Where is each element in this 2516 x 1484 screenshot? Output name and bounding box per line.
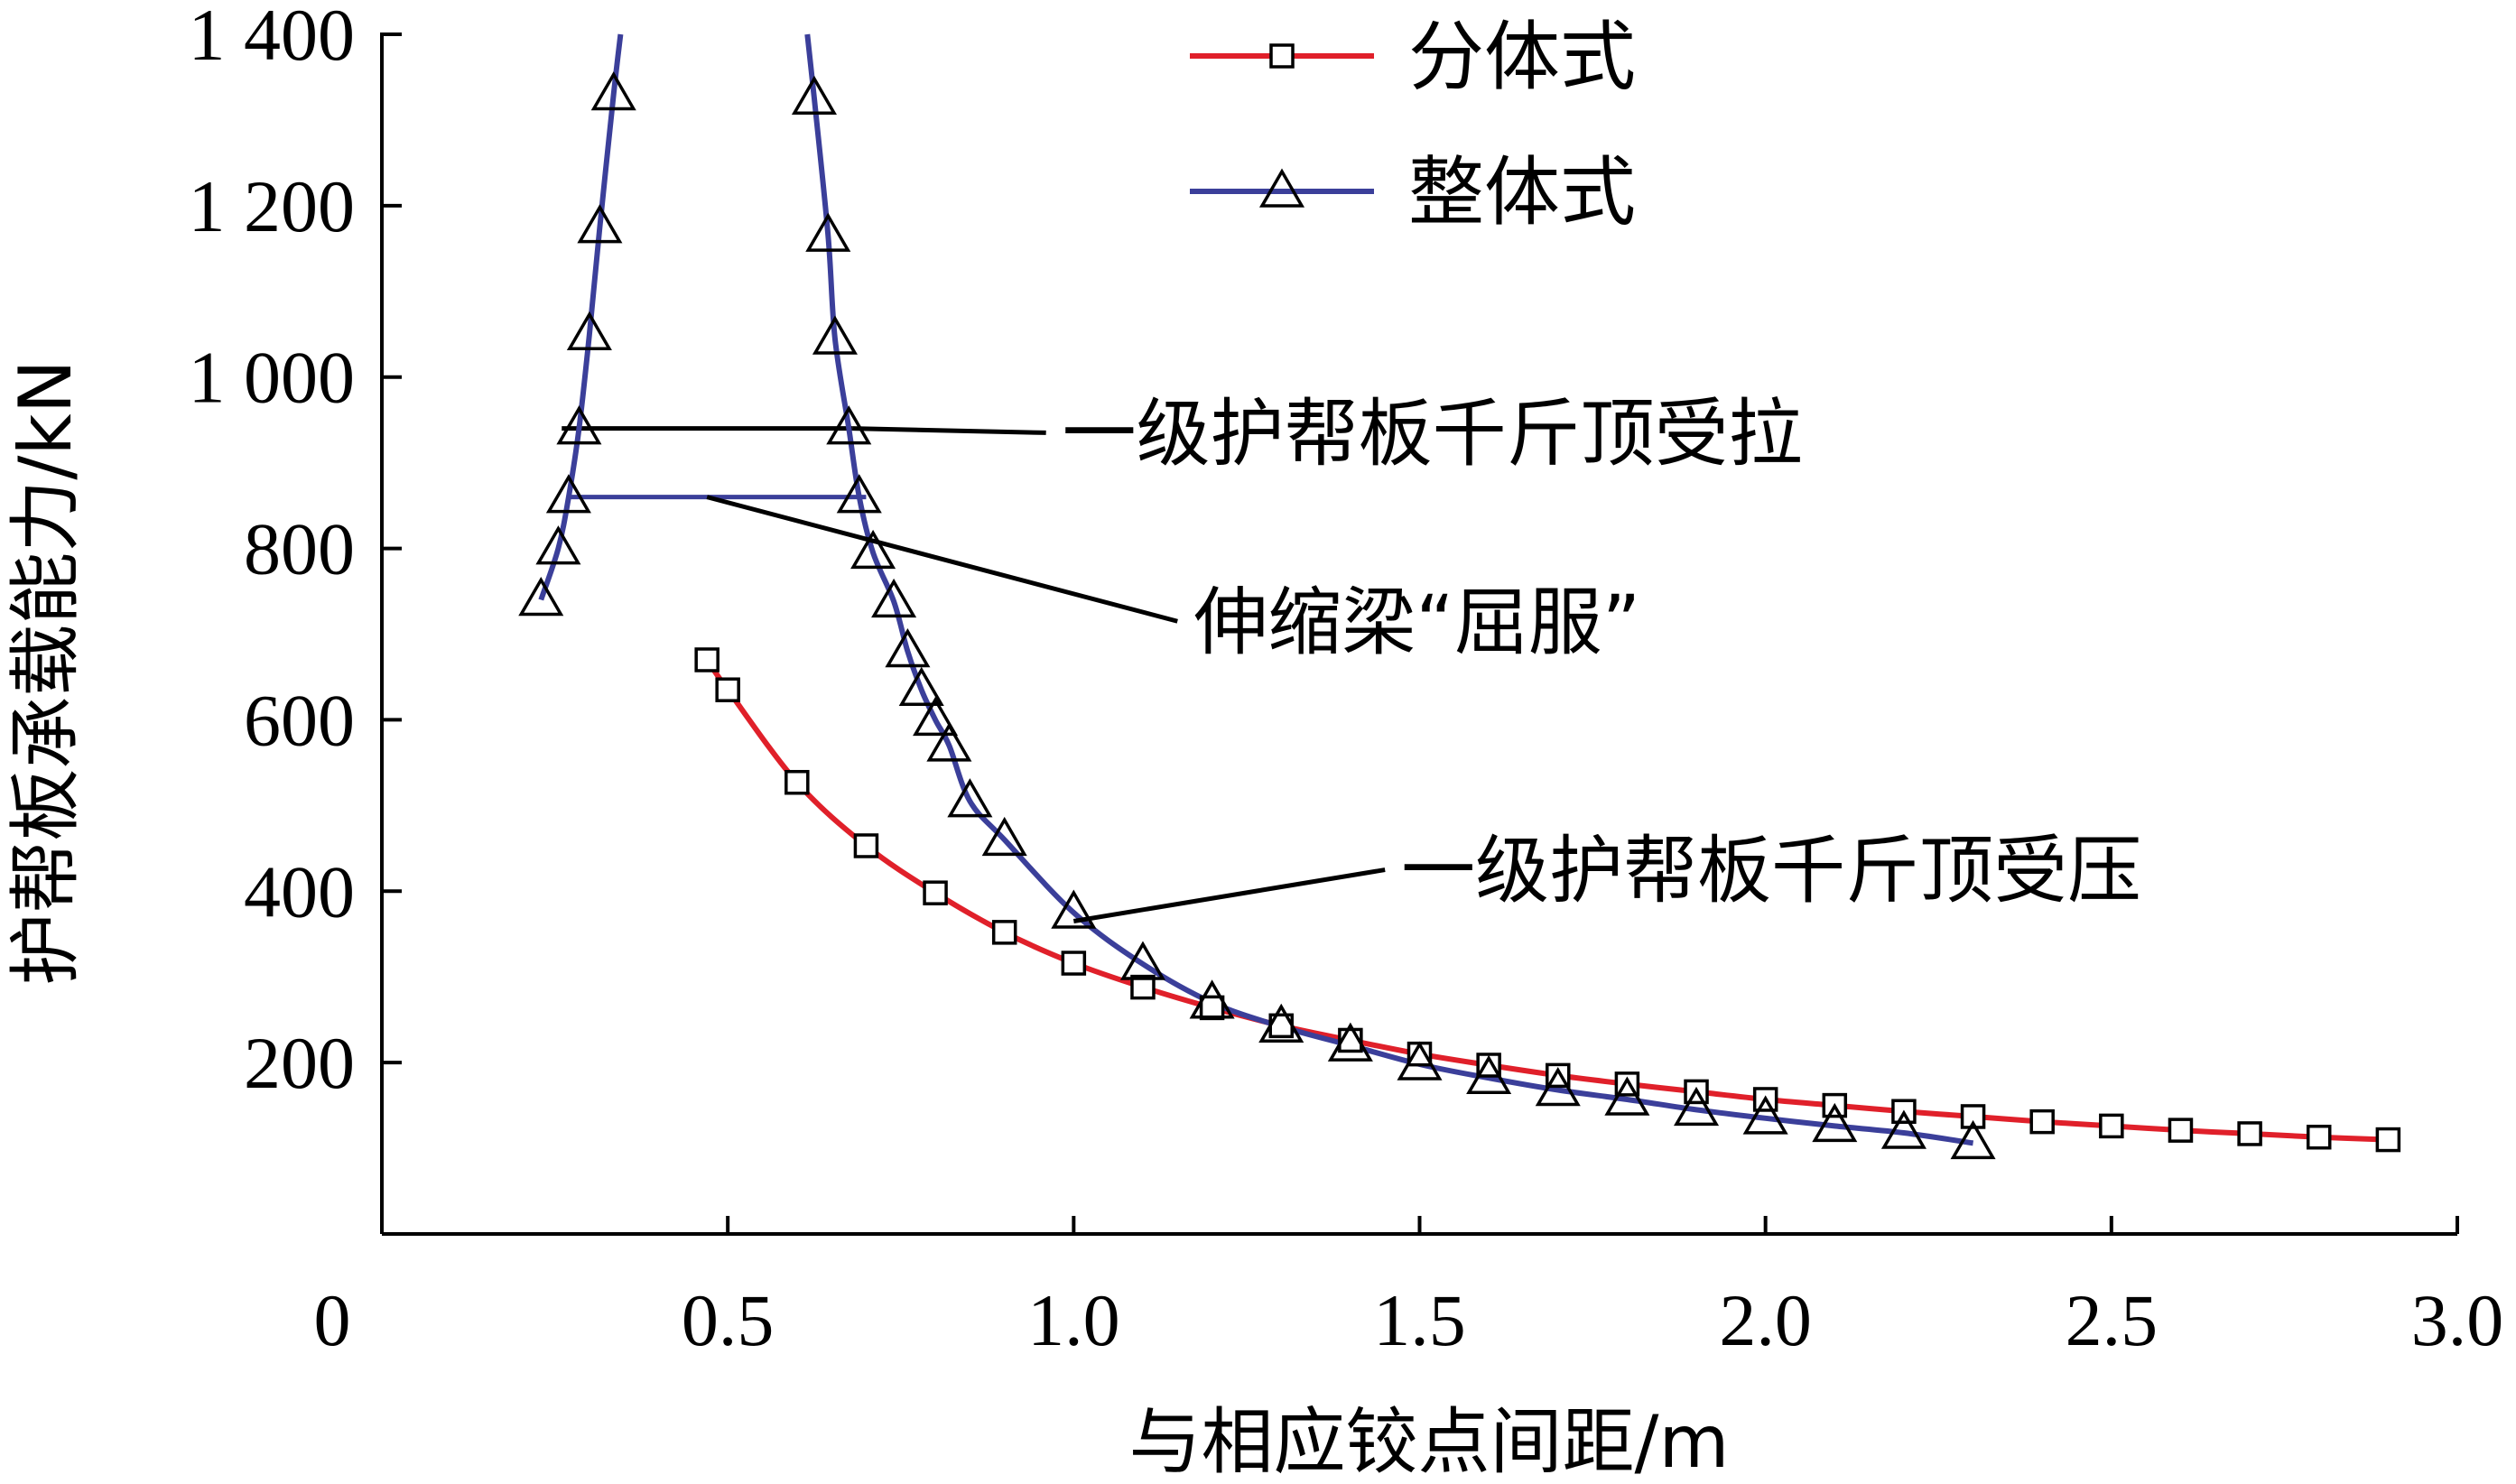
y-tick-label: 200 [244,1022,355,1104]
marker-triangle [1119,941,1166,980]
marker-triangle [545,474,591,514]
annotation-label: 一级护帮板千斤顶受拉 [1063,391,1803,477]
marker-square [715,677,740,702]
marker-square [853,833,879,858]
marker-triangle [898,666,944,706]
series-line-zhengti-branch-1 [538,33,624,601]
x-tick-label: 1.5 [1373,1279,1466,1361]
marker-triangle [947,778,993,818]
x-tick-label: 3.0 [2411,1279,2504,1361]
marker-triangle [577,204,623,244]
marker-square [2237,1121,2262,1146]
marker-triangle [1189,979,1235,1019]
legend-label: 分体式 [1408,13,1636,101]
y-tick-label: 400 [244,850,355,932]
marker-triangle [1327,1022,1373,1062]
marker-triangle [1812,1102,1858,1143]
marker-square [785,769,810,795]
marker-triangle [566,311,612,350]
marker-triangle [836,474,882,514]
marker-triangle [1950,1119,1996,1160]
marker-square [2306,1124,2332,1150]
x-tick-label: 2.5 [2066,1279,2159,1361]
y-tick-label: 600 [244,679,355,761]
marker-triangle [1258,1003,1304,1043]
axes: 0 0.5 1.0 1.5 2.0 2.5 3.0 200 400 600 800 1 000 1 20… [189,0,2504,1361]
y-axis-title: 护帮板承载能力/kN [4,359,88,985]
marker-triangle [981,816,1027,857]
marker-square [1891,1099,1917,1125]
marker-square [2099,1113,2124,1139]
y-tick-label: 1 200 [189,165,356,247]
marker-triangle [913,696,959,737]
marker-triangle [1880,1109,1926,1149]
marker-triangle [1535,1067,1581,1107]
annotation-leader [1072,867,1386,923]
series-line-zhengti-branch-2 [804,33,1974,1146]
marker-triangle [1604,1076,1650,1116]
marker-triangle [535,525,581,565]
marker-triangle [590,70,636,111]
legend-marker-square [1269,43,1295,69]
marker-triangle [791,75,837,115]
annotation-label: 伸缩梁“屈服” [1193,580,1640,665]
marker-square [1061,951,1087,976]
marker-square [2375,1127,2401,1153]
marker-triangle [1673,1086,1720,1127]
y-tick-label: 1 000 [189,337,356,419]
marker-square [991,920,1017,945]
annotation-label: 一级护帮板千斤顶受压 [1401,829,2141,914]
legend-label: 整体式 [1408,148,1636,237]
x-tick-label: 1.0 [1027,1279,1120,1361]
marker-triangle [826,405,872,445]
marker-triangle [1466,1054,1512,1094]
marker-square [2029,1108,2055,1135]
marker-triangle [1742,1095,1788,1135]
marker-triangle [850,529,896,570]
marker-triangle [812,315,858,355]
marker-triangle [1397,1041,1443,1081]
x-tick-label: 0.5 [682,1279,775,1361]
marker-square [923,880,948,905]
marker-square [1199,995,1225,1021]
horizontal-segments [562,426,867,500]
marker-square [2168,1118,2194,1143]
x-tick-label: 0 [314,1279,351,1361]
x-tick-label: 2.0 [1719,1279,1812,1361]
y-tick-label: 800 [244,508,355,590]
marker-triangle [871,578,917,618]
marker-triangle [556,405,602,445]
legend-marker-triangle [1258,168,1305,208]
series-markers [518,70,2401,1160]
marker-triangle [518,577,564,617]
annotation-leader [852,426,1046,435]
marker-triangle [885,627,931,668]
marker-triangle [1051,889,1097,929]
marker-square [694,647,720,672]
x-axis-title: 与相应铰点间距/m [1129,1400,1730,1484]
marker-triangle [926,722,972,762]
marker-triangle [805,212,851,252]
y-tick-label: 1 400 [189,0,356,76]
annotation-leader [706,495,1178,624]
